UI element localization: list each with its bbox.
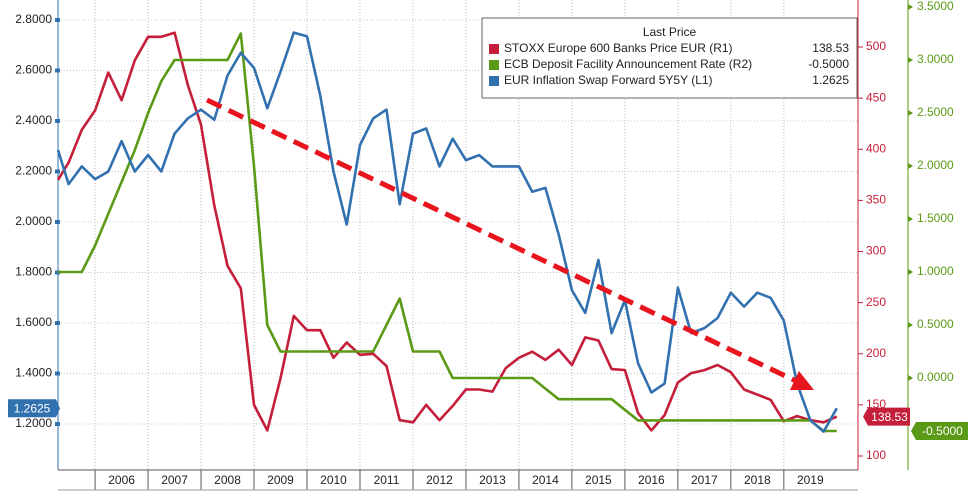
- y3-tick-label: 2.0000: [917, 158, 954, 172]
- y2-tick-label: 400: [866, 141, 886, 155]
- y2-tick-label: 450: [866, 90, 886, 104]
- x-tick-label: 2010: [320, 473, 347, 487]
- y-tick-label: 1.6000: [15, 315, 52, 329]
- y-tick-label: 1.2000: [15, 416, 52, 430]
- legend-swatch: [489, 44, 499, 54]
- x-tick-label: 2014: [532, 473, 559, 487]
- x-tick-label: 2009: [267, 473, 294, 487]
- last-value-box: [911, 421, 968, 440]
- y-tick-label: 2.8000: [15, 12, 52, 26]
- series-line: [58, 32, 837, 433]
- y2-tick-label: 200: [866, 346, 886, 360]
- y2-tick-label: 300: [866, 244, 886, 258]
- series-line: [56, 31, 838, 432]
- trend-arrow-head: [790, 371, 814, 390]
- legend-label: ECB Deposit Facility Announcement Rate (…: [504, 57, 752, 71]
- y3-tick: [908, 109, 913, 116]
- last-value-box: [8, 399, 60, 418]
- y3-tick-label: 1.5000: [917, 211, 954, 225]
- y3-tick-label: 1.0000: [917, 264, 954, 278]
- x-tick-label: 2019: [797, 473, 824, 487]
- last-value-label: 138.53: [871, 410, 908, 424]
- y2-tick-label: 500: [866, 39, 886, 53]
- trend-arrow-line: [205, 97, 798, 384]
- y3-tick: [908, 56, 913, 63]
- y3-tick: [908, 215, 913, 222]
- y-tick-label: 1.8000: [15, 265, 52, 279]
- x-tick-label: 2016: [638, 473, 665, 487]
- y3-tick-label: 2.5000: [917, 105, 954, 119]
- x-tick-label: 2008: [214, 473, 241, 487]
- legend: Last Price STOXX Europe 600 Banks Price E…: [481, 17, 858, 99]
- y3-tick: [908, 162, 913, 169]
- y3-tick-label: 3.5000: [917, 0, 954, 13]
- x-tick-label: 2006: [108, 473, 135, 487]
- x-tick-label: 2007: [161, 473, 188, 487]
- legend-value: -0.5000: [808, 57, 849, 71]
- legend-label: EUR Inflation Swap Forward 5Y5Y (L1): [504, 73, 713, 87]
- legend-value: 138.53: [812, 41, 849, 55]
- x-tick-label: 2011: [374, 473, 400, 487]
- last-value-label: 1.2625: [14, 401, 51, 415]
- x-tick-label: 2017: [691, 473, 718, 487]
- y2-tick-label: 150: [866, 397, 886, 411]
- last-value-label: -0.5000: [922, 424, 963, 438]
- x-tick-label: 2015: [585, 473, 612, 487]
- y-tick-label: 1.4000: [15, 366, 52, 380]
- y3-tick: [908, 321, 913, 328]
- y2-tick-label: 100: [866, 448, 886, 462]
- y3-tick: [908, 268, 913, 275]
- legend-swatch: [489, 60, 499, 70]
- y-tick-label: 2.4000: [15, 113, 52, 127]
- y-tick-label: 2.6000: [15, 63, 52, 77]
- y3-tick-label: 3.0000: [917, 52, 954, 66]
- y2-tick-label: 250: [866, 295, 886, 309]
- y-tick-label: 2.2000: [15, 164, 52, 178]
- x-tick-label: 2018: [744, 473, 771, 487]
- y3-tick-label: 0.5000: [917, 317, 954, 331]
- last-value-box: [863, 407, 910, 426]
- y2-tick-label: 350: [866, 193, 886, 207]
- legend-box: [481, 17, 858, 99]
- legend-swatch: [489, 76, 499, 86]
- trend-arrow: [205, 97, 814, 390]
- x-tick-label: 2013: [479, 473, 506, 487]
- y3-tick: [908, 3, 913, 10]
- y3-tick-label: 0.0000: [917, 370, 954, 384]
- x-tick-label: 2012: [426, 473, 453, 487]
- legend-value: 1.2625: [812, 73, 849, 87]
- legend-label: STOXX Europe 600 Banks Price EUR (R1): [504, 41, 733, 55]
- legend-title: Last Price: [643, 25, 697, 39]
- y3-tick: [908, 374, 913, 381]
- series-line: [56, 31, 838, 433]
- y-tick-label: 2.0000: [15, 214, 52, 228]
